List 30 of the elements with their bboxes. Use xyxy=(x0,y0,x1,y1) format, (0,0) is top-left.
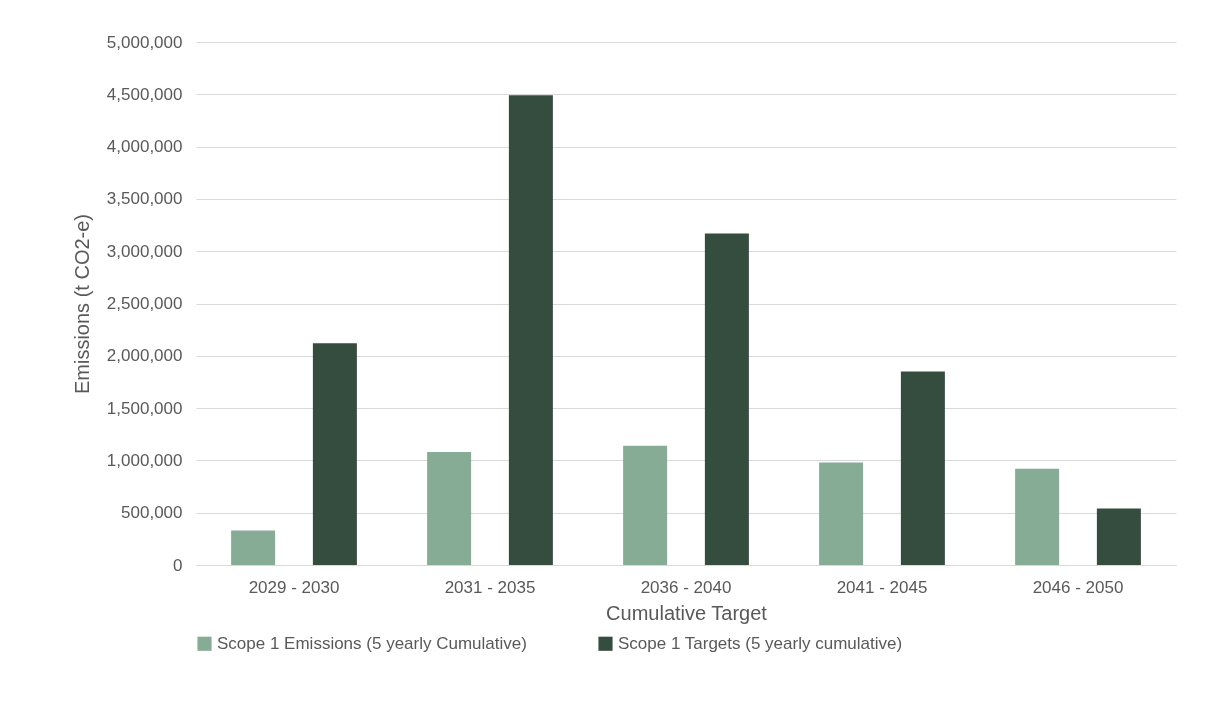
y-tick-label: 4,000,000 xyxy=(106,137,183,157)
y-axis-title: Emissions (t CO2-e) xyxy=(70,213,93,395)
y-tick-label: 500,000 xyxy=(121,503,183,523)
bar xyxy=(312,343,357,565)
y-tick-label: 3,500,000 xyxy=(106,189,183,209)
y-tick-label: 2,000,000 xyxy=(106,346,183,366)
bar xyxy=(427,452,472,565)
bar xyxy=(508,95,553,565)
x-tick-label: 2046 - 2050 xyxy=(1032,577,1124,597)
bar xyxy=(1015,468,1060,565)
y-tick-label: 0 xyxy=(173,555,183,575)
bar xyxy=(819,462,864,565)
y-tick-label: 2,500,000 xyxy=(106,294,183,313)
x-tick-label: 2041 - 2045 xyxy=(836,577,928,597)
bar xyxy=(900,371,945,565)
x-tick-label: 2029 - 2030 xyxy=(248,577,340,597)
bar xyxy=(231,530,276,565)
x-tick-label: 2036 - 2040 xyxy=(640,577,732,597)
bar xyxy=(623,445,668,565)
y-tick-label: 4,500,000 xyxy=(106,84,183,104)
bar xyxy=(704,233,749,565)
y-tick-label: 5,000,000 xyxy=(106,32,183,52)
bar xyxy=(1096,508,1141,565)
x-tick-label: 2031 - 2035 xyxy=(444,577,536,597)
y-tick-label: 3,000,000 xyxy=(106,241,183,261)
y-tick-label: 1,500,000 xyxy=(106,398,183,418)
x-axis-title: Cumulative Target xyxy=(606,601,768,624)
y-tick-label: 1,000,000 xyxy=(106,450,183,470)
legend-label: Scope 1 Targets (5 yearly cumulative) xyxy=(618,633,903,653)
legend-label: Scope 1 Emissions (5 yearly Cumulative) xyxy=(217,633,527,653)
